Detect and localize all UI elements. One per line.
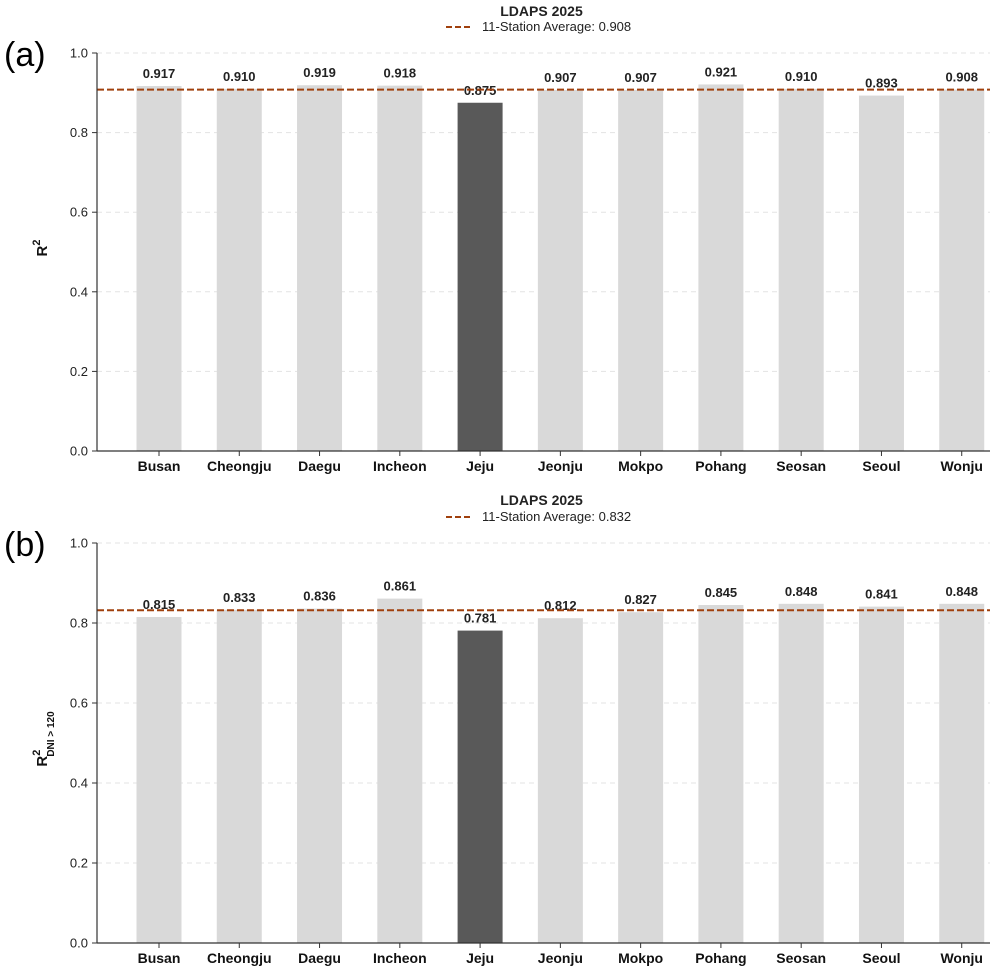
value-label-jeonju: 0.907 (544, 70, 577, 85)
value-label-jeju: 0.781 (464, 611, 497, 626)
bar-mokpo (618, 90, 664, 451)
legend: 11-Station Average: 0.908 (446, 19, 631, 34)
y-axis-label-sub: DNI > 120 (46, 711, 57, 757)
y-tick-label: 0.2 (70, 856, 88, 871)
bar-incheon (377, 598, 423, 943)
bar-mokpo (618, 612, 664, 943)
bar-incheon (377, 85, 423, 452)
x-tick-label-pohang: Pohang (695, 950, 746, 966)
bar-pohang (698, 605, 744, 943)
bar-cheongju (216, 88, 262, 451)
bar-cheongju (216, 609, 262, 943)
y-axis-label: R2 DNI > 120 (31, 711, 57, 767)
x-tick-label-jeonju: Jeonju (538, 458, 583, 474)
bar-seosan (778, 88, 824, 451)
bar-seoul (858, 606, 904, 943)
bar-daegu (297, 608, 343, 943)
x-tick-label-jeonju: Jeonju (538, 950, 583, 966)
y-tick-label: 0.2 (70, 364, 88, 379)
legend-average-label: 11-Station Average: 0.832 (482, 509, 631, 524)
x-tick-label-cheongju: Cheongju (207, 950, 272, 966)
x-tick-label-mokpo: Mokpo (618, 458, 663, 474)
value-label-busan: 0.815 (143, 597, 176, 612)
x-tick-label-pohang: Pohang (695, 458, 746, 474)
x-tick-label-seoul: Seoul (862, 458, 900, 474)
y-tick-label: 0.0 (70, 444, 88, 459)
value-label-pohang: 0.921 (705, 64, 738, 79)
value-label-mokpo: 0.907 (624, 70, 657, 85)
bar-pohang (698, 84, 744, 451)
bar-jeonju (537, 618, 583, 943)
bar-busan (136, 86, 182, 451)
x-tick-label-jeju: Jeju (466, 458, 494, 474)
value-label-daegu: 0.919 (303, 65, 336, 80)
x-tick-label-busan: Busan (138, 458, 181, 474)
y-axis-label-sup: 2 (31, 750, 43, 756)
bar-jeju (457, 630, 503, 943)
bar-jeonju (537, 90, 583, 451)
bar-daegu (297, 85, 343, 451)
value-label-mokpo: 0.827 (624, 592, 657, 607)
panel-label: (a) (4, 36, 46, 74)
y-tick-label: 0.0 (70, 936, 88, 951)
x-tick-label-busan: Busan (138, 950, 181, 966)
value-label-cheongju: 0.833 (223, 590, 256, 605)
legend: 11-Station Average: 0.832 (446, 509, 631, 524)
x-tick-label-incheon: Incheon (373, 950, 427, 966)
y-tick-label: 0.6 (70, 696, 88, 711)
value-label-pohang: 0.845 (705, 585, 738, 600)
y-axis-label-base: R (34, 756, 51, 767)
bar-wonju (939, 89, 985, 451)
x-tick-label-wonju: Wonju (940, 950, 983, 966)
value-label-busan: 0.917 (143, 66, 176, 81)
y-axis-label-base: R (34, 245, 51, 256)
y-tick-label: 1.0 (70, 536, 88, 551)
panel-label: (b) (4, 526, 46, 564)
y-tick-label: 0.4 (70, 284, 88, 299)
bar-busan (136, 617, 182, 943)
bar-jeju (457, 102, 503, 451)
value-label-daegu: 0.836 (303, 589, 336, 604)
x-tick-label-mokpo: Mokpo (618, 950, 663, 966)
value-label-cheongju: 0.910 (223, 69, 256, 84)
x-tick-label-daegu: Daegu (298, 950, 341, 966)
bar-seoul (858, 95, 904, 451)
y-tick-label: 1.0 (70, 46, 88, 61)
y-tick-label: 0.6 (70, 205, 88, 220)
x-tick-label-seoul: Seoul (862, 950, 900, 966)
value-label-seoul: 0.841 (865, 587, 898, 602)
y-tick-label: 0.4 (70, 776, 88, 791)
value-label-seosan: 0.848 (785, 584, 818, 599)
y-axis-label-sup: 2 (31, 240, 43, 246)
chart-title: LDAPS 2025 (500, 3, 583, 19)
bar-seosan (778, 603, 824, 943)
y-tick-label: 0.8 (70, 125, 88, 140)
x-tick-label-wonju: Wonju (940, 458, 983, 474)
value-label-wonju: 0.908 (945, 70, 978, 85)
value-label-incheon: 0.918 (384, 66, 417, 81)
x-tick-label-jeju: Jeju (466, 950, 494, 966)
x-tick-label-seosan: Seosan (776, 950, 826, 966)
x-tick-label-daegu: Daegu (298, 458, 341, 474)
x-tick-label-incheon: Incheon (373, 458, 427, 474)
y-axis-label: R2 (31, 240, 51, 257)
x-tick-label-seosan: Seosan (776, 458, 826, 474)
value-label-seosan: 0.910 (785, 69, 818, 84)
x-tick-label-cheongju: Cheongju (207, 458, 272, 474)
value-label-incheon: 0.861 (384, 579, 417, 594)
bar-wonju (939, 603, 985, 943)
chart-title: LDAPS 2025 (500, 492, 583, 508)
value-label-wonju: 0.848 (945, 584, 978, 599)
value-label-seoul: 0.893 (865, 76, 898, 91)
y-tick-label: 0.8 (70, 616, 88, 631)
legend-average-label: 11-Station Average: 0.908 (482, 19, 631, 34)
